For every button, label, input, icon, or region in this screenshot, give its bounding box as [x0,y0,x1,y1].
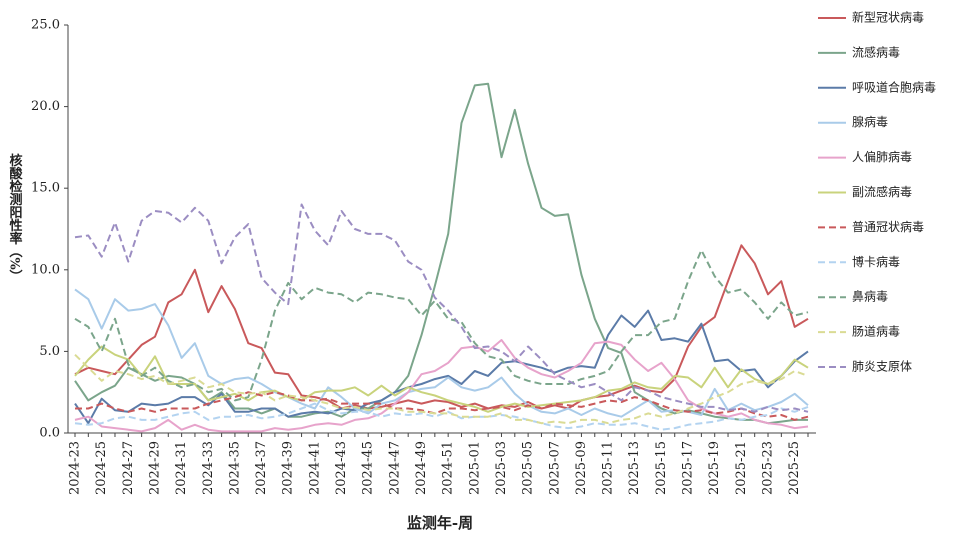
x-tick-label: 2025-09 [574,441,589,495]
x-tick-label: 2025-21 [734,441,749,495]
series-line [74,82,808,425]
legend-label: 鼻病毒 [852,289,888,304]
series-line [74,353,809,425]
series-line [74,244,809,410]
series-line [74,339,809,433]
x-tick-label: 2024-43 [334,441,349,495]
legend-label: 腺病毒 [852,114,888,129]
x-tick-label: 2024-41 [307,441,322,495]
x-tick-label: 2025-01 [467,441,482,495]
legend-label: 博卡病毒 [852,254,900,269]
x-tick-label: 2024-31 [174,441,189,495]
legend-label: 副流感病毒 [852,184,912,199]
x-tick-label: 2024-37 [254,441,269,495]
x-tick-label: 2024-45 [361,441,376,495]
x-tick-label: 2024-23 [68,441,83,495]
x-axis-label: 监测年-周 [407,514,473,532]
legend-label: 肺炎支原体 [852,360,912,374]
legend-label: 肠道病毒 [852,324,900,339]
legend-label: 流感病毒 [852,44,900,59]
legend-label: 人偏肺病毒 [852,149,912,164]
x-tick-label: 2024-47 [387,441,402,495]
x-tick-label: 2024-29 [147,441,162,495]
x-tick-label: 2024-25 [94,441,109,495]
legend-label: 普通冠状病毒 [852,219,924,234]
x-tick-label: 2025-11 [601,441,616,495]
y-tick-label: 20.0 [31,99,60,114]
x-tick-label: 2024-27 [121,441,136,495]
x-tick-label: 2025-03 [494,441,509,495]
y-tick-label: 5.0 [39,344,60,359]
series-line [75,391,809,421]
legend-label: 呼吸道合胞病毒 [852,79,936,94]
y-tick-label: 10.0 [31,262,60,277]
y-tick-label: 0.0 [39,426,60,441]
series-line [74,203,809,413]
x-tick-label: 2025-23 [761,441,776,495]
x-tick-label: 2025-13 [627,441,642,495]
series-line [74,249,809,402]
x-tick-label: 2025-07 [547,441,562,495]
x-tick-label: 2025-19 [707,441,722,495]
x-tick-label: 2024-51 [441,441,456,495]
y-tick-label: 25.0 [31,18,60,33]
x-tick-label: 2024-49 [414,441,429,495]
legend-label: 新型冠状病毒 [852,10,924,25]
x-tick-label: 2025-15 [654,441,669,495]
x-tick-label: 2024-33 [201,441,216,495]
series-line [74,345,809,413]
x-tick-label: 2025-05 [521,441,536,495]
x-tick-label: 2024-39 [281,441,296,495]
x-tick-label: 2025-25 [787,441,802,495]
x-tick-label: 2025-17 [681,441,696,495]
y-axis-label: 核酸检测阳性率（%） [7,153,24,283]
x-tick-label: 2024-35 [227,441,242,495]
series-line [74,309,809,425]
y-tick-label: 15.0 [31,181,60,196]
